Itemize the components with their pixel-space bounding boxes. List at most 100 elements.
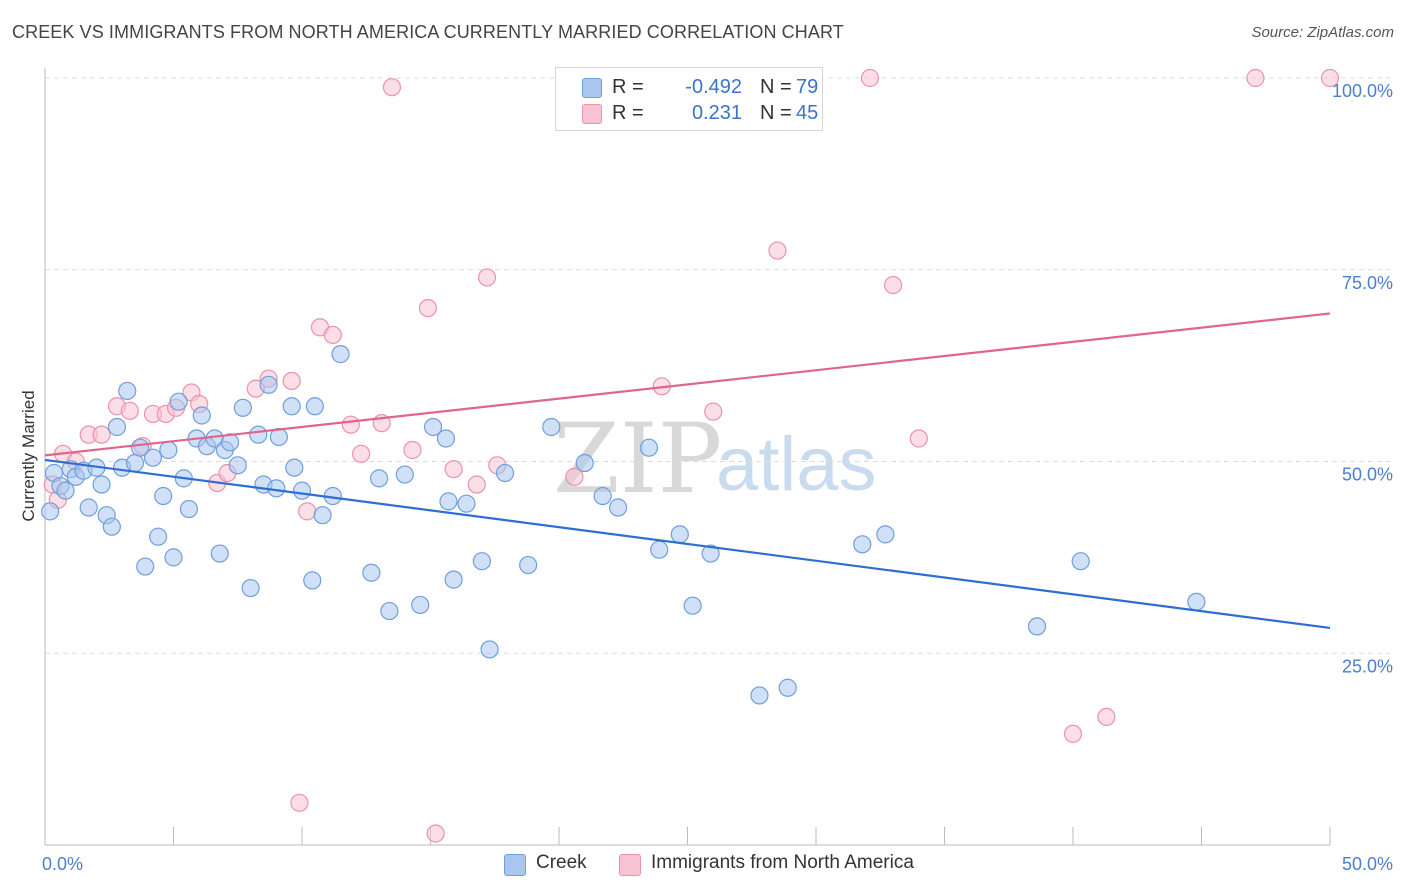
immigrants-point	[1320, 68, 1340, 88]
axes	[44, 68, 1331, 846]
creek-point	[313, 506, 332, 525]
creek-point	[169, 392, 188, 411]
creek-point	[285, 458, 304, 477]
series-legend: Creek Immigrants from North America	[0, 852, 1406, 878]
creek-point	[228, 456, 247, 475]
creek-point	[370, 469, 389, 488]
immigrants-point	[290, 793, 309, 812]
creek-point	[436, 429, 456, 448]
x-tick-labels: 0.0% 50.0%	[42, 854, 1393, 874]
legend-r-value: -0.492	[685, 76, 742, 98]
creek-point	[292, 481, 312, 500]
y-tick-label: 75.0%	[1342, 273, 1393, 293]
creek-point	[179, 499, 199, 519]
immigrants-point	[565, 467, 584, 486]
immigrants-point	[92, 425, 111, 444]
creek-point	[136, 557, 155, 576]
immigrants-point	[860, 68, 880, 88]
creek-point	[331, 345, 350, 364]
creek-point	[41, 502, 60, 521]
immigrants-point	[418, 299, 438, 318]
creek-point	[472, 552, 491, 571]
immigrants-point	[298, 502, 317, 521]
y-tick-label: 100.0%	[1332, 81, 1393, 101]
creek-point	[542, 417, 561, 437]
creek-point	[303, 571, 322, 590]
creek-point	[639, 438, 659, 457]
creek-point	[395, 465, 414, 484]
chart-title: CREEK VS IMMIGRANTS FROM NORTH AMERICA C…	[12, 22, 844, 42]
creek-point	[411, 595, 430, 615]
y-tick-label: 25.0%	[1342, 656, 1393, 676]
creek-point	[439, 492, 458, 511]
creek-point	[380, 601, 399, 621]
immigrants-point	[382, 78, 402, 97]
immigrants-point	[1097, 707, 1116, 727]
creek-point	[683, 596, 702, 615]
legend-item-label: Immigrants from North America	[651, 852, 914, 873]
creek-point	[670, 525, 689, 544]
immigrants-point	[909, 429, 928, 448]
immigrants-point	[341, 415, 360, 434]
trend-lines	[44, 312, 1331, 630]
creek-point	[750, 686, 769, 705]
immigrants-point	[282, 371, 301, 391]
legend-r-label: R =	[612, 76, 644, 98]
creek-point	[362, 563, 381, 582]
creek-point	[125, 453, 145, 473]
creek-point	[159, 440, 178, 460]
y-tick-labels: 25.0% 50.0% 75.0% 100.0%	[1332, 81, 1393, 676]
creek-point	[118, 381, 137, 401]
immigrants-point	[704, 402, 723, 421]
creek-point	[519, 555, 538, 575]
creek-point	[192, 406, 211, 425]
creek-point	[853, 535, 872, 554]
immigrants-point	[352, 444, 371, 463]
immigrants-point	[323, 325, 342, 345]
creek-point	[92, 475, 111, 494]
creek-point	[56, 481, 75, 500]
creek-point	[282, 397, 301, 416]
creek-point	[575, 453, 594, 473]
immigrants-swatch	[582, 104, 602, 124]
creek-point	[650, 540, 669, 559]
creek-point	[609, 498, 628, 517]
creek-swatch	[582, 78, 602, 98]
immigrants-point	[1063, 724, 1083, 743]
creek-point	[233, 398, 252, 417]
series-creek	[41, 345, 1206, 705]
creek-point	[1027, 617, 1047, 636]
creek-point	[305, 397, 324, 416]
legend-n-value: 45	[796, 102, 819, 124]
creek-swatch	[504, 854, 526, 876]
immigrants-trend-line	[44, 312, 1331, 457]
immigrants-swatch	[619, 854, 641, 876]
creek-point	[1187, 592, 1206, 611]
immigrants-point	[120, 401, 139, 420]
creek-point	[444, 570, 463, 589]
x-tick-label: 0.0%	[42, 854, 83, 874]
creek-point	[241, 578, 260, 598]
creek-point	[154, 486, 173, 506]
creek-point	[143, 448, 163, 467]
creek-point	[480, 640, 499, 659]
immigrants-point	[883, 275, 903, 295]
creek-point	[423, 417, 443, 437]
creek-point	[249, 425, 268, 444]
legend-n-label: N =	[760, 76, 792, 98]
creek-point	[259, 375, 278, 394]
correlation-legend: R = -0.492 N = 79 R = 0.231 N = 45	[555, 67, 823, 131]
immigrants-point	[426, 824, 445, 843]
y-tick-label: 50.0%	[1342, 465, 1393, 485]
creek-point	[210, 544, 229, 563]
creek-point	[876, 525, 895, 544]
creek-point	[1071, 552, 1090, 571]
creek-point	[701, 544, 720, 563]
watermark-atlas: atlas	[716, 422, 877, 507]
creek-point	[778, 678, 797, 697]
immigrants-point	[444, 460, 463, 479]
immigrants-point	[467, 475, 486, 494]
immigrants-point	[768, 241, 787, 260]
legend-r-label: R =	[612, 102, 644, 124]
